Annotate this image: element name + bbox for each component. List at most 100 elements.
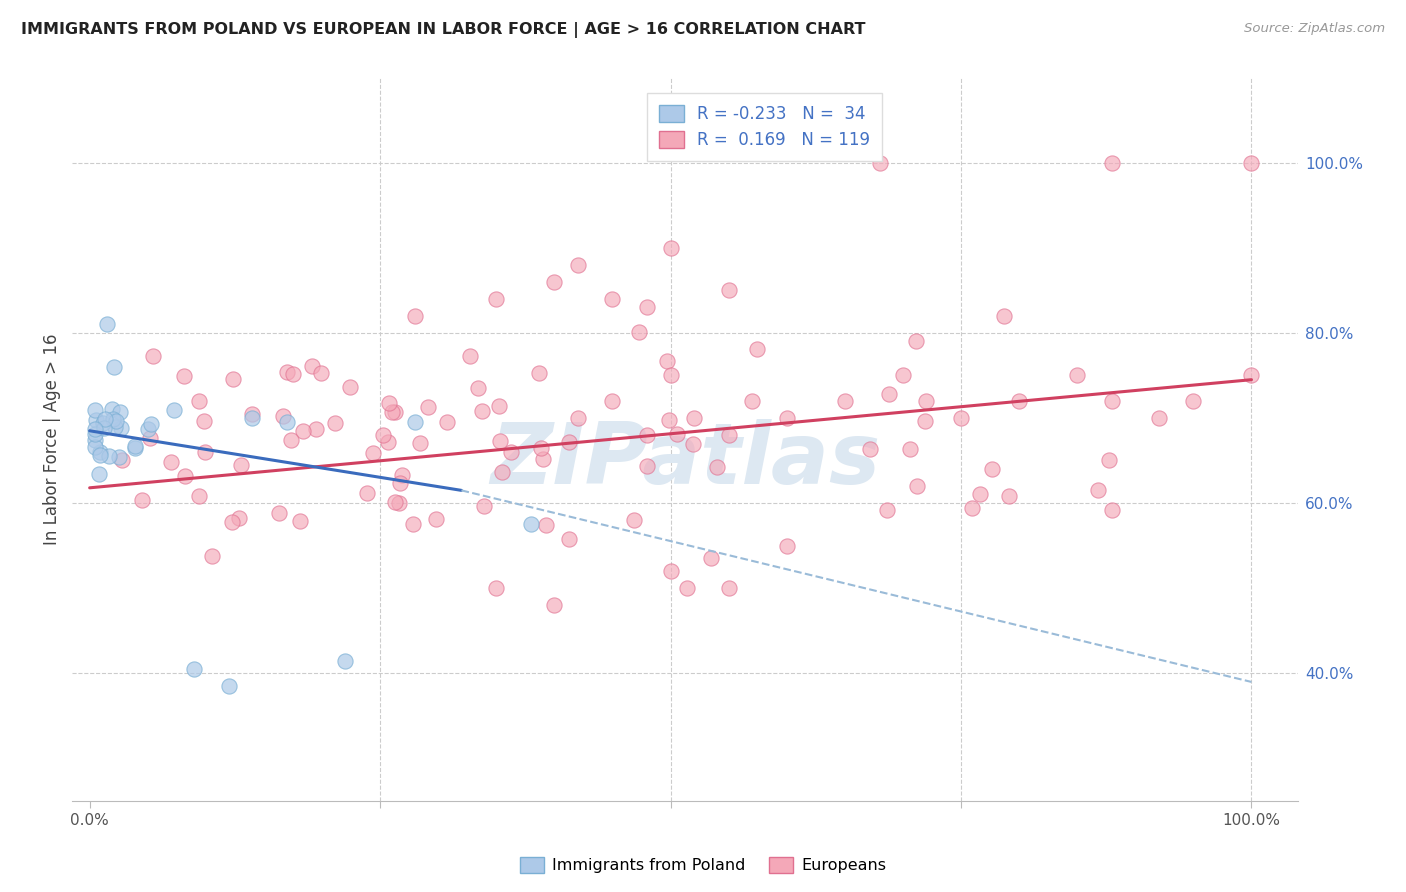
Point xyxy=(485,582,508,596)
Point xyxy=(471,404,494,418)
Point xyxy=(489,434,512,448)
Legend: Immigrants from Poland, Europeans: Immigrants from Poland, Europeans xyxy=(513,850,893,880)
Point xyxy=(124,441,146,455)
Point xyxy=(91,417,114,431)
Point xyxy=(388,475,411,490)
Point xyxy=(276,366,298,380)
Point xyxy=(276,415,298,429)
Point xyxy=(980,462,1002,476)
Point xyxy=(914,414,936,428)
Legend: R = -0.233   N =  34, R =  0.169   N = 119: R = -0.233 N = 34, R = 0.169 N = 119 xyxy=(647,93,882,161)
Point xyxy=(201,549,224,564)
Point xyxy=(335,654,357,668)
Point xyxy=(309,366,332,380)
Point xyxy=(491,465,513,479)
Point xyxy=(993,309,1015,323)
Point xyxy=(1147,411,1170,425)
Point xyxy=(998,489,1021,503)
Point xyxy=(218,679,240,693)
Point xyxy=(488,399,510,413)
Point xyxy=(111,452,134,467)
Point xyxy=(271,409,294,423)
Point xyxy=(658,413,681,427)
Point xyxy=(676,582,699,596)
Point xyxy=(160,455,183,469)
Point xyxy=(636,458,658,473)
Point xyxy=(682,436,704,450)
Point xyxy=(665,426,688,441)
Point xyxy=(869,155,891,169)
Point xyxy=(110,405,132,419)
Point xyxy=(472,499,495,513)
Point xyxy=(659,368,682,383)
Point xyxy=(534,518,557,533)
Point xyxy=(859,442,882,457)
Point xyxy=(323,416,346,430)
Point xyxy=(187,489,209,503)
Point xyxy=(904,334,927,348)
Point xyxy=(706,459,728,474)
Point xyxy=(84,434,107,448)
Point xyxy=(557,532,579,546)
Point xyxy=(520,517,543,532)
Point xyxy=(700,551,723,566)
Point xyxy=(139,417,162,432)
Point xyxy=(93,421,115,435)
Point xyxy=(558,435,581,450)
Point xyxy=(1182,394,1205,409)
Point xyxy=(659,564,682,578)
Point xyxy=(876,503,898,517)
Point xyxy=(292,425,315,439)
Point xyxy=(567,411,589,425)
Point xyxy=(94,412,117,426)
Point xyxy=(84,403,107,417)
Point xyxy=(384,495,406,509)
Point xyxy=(240,407,263,421)
Point xyxy=(97,449,120,463)
Point xyxy=(173,469,195,483)
Point xyxy=(1101,503,1123,517)
Point xyxy=(543,599,565,613)
Point xyxy=(485,292,508,306)
Point xyxy=(907,479,929,493)
Point xyxy=(745,342,768,356)
Point xyxy=(458,349,481,363)
Point xyxy=(283,367,305,381)
Point xyxy=(100,401,122,416)
Point xyxy=(1098,452,1121,467)
Point xyxy=(240,411,263,425)
Point xyxy=(636,428,658,442)
Point xyxy=(636,301,658,315)
Point xyxy=(142,349,165,363)
Point xyxy=(381,405,404,419)
Point xyxy=(717,428,740,442)
Point xyxy=(1066,368,1088,383)
Point xyxy=(84,426,107,441)
Point xyxy=(531,451,554,466)
Point xyxy=(969,487,991,501)
Point xyxy=(1101,394,1123,409)
Point xyxy=(124,438,146,452)
Y-axis label: In Labor Force | Age > 16: In Labor Force | Age > 16 xyxy=(44,334,60,545)
Point xyxy=(96,318,118,332)
Text: IMMIGRANTS FROM POLAND VS EUROPEAN IN LABOR FORCE | AGE > 16 CORRELATION CHART: IMMIGRANTS FROM POLAND VS EUROPEAN IN LA… xyxy=(21,22,866,38)
Point xyxy=(89,449,111,463)
Point xyxy=(280,434,302,448)
Point xyxy=(567,258,589,272)
Point xyxy=(84,440,107,454)
Point xyxy=(602,292,624,306)
Point xyxy=(1008,394,1031,409)
Point xyxy=(402,517,425,532)
Point xyxy=(499,444,522,458)
Point xyxy=(530,441,553,455)
Point xyxy=(131,493,153,508)
Point xyxy=(623,513,645,527)
Point xyxy=(105,414,128,428)
Point xyxy=(305,422,328,436)
Point xyxy=(950,411,973,425)
Point xyxy=(193,414,215,428)
Point xyxy=(183,662,205,676)
Point xyxy=(436,415,458,429)
Point xyxy=(139,431,162,445)
Point xyxy=(1240,155,1263,169)
